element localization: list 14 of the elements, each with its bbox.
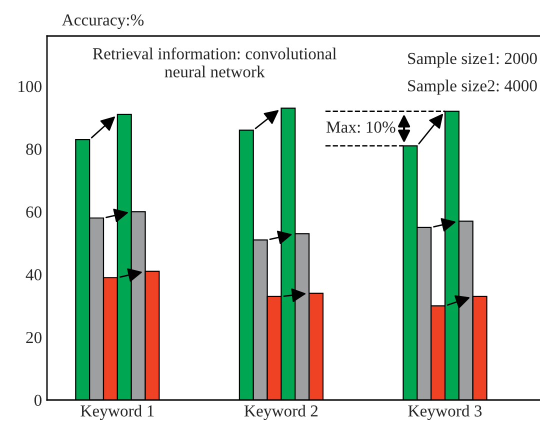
x-tick-label: Keyword 1 [80,404,154,420]
text: Retrieval information: convolutional neural network [92,47,336,78]
annotation: Sample size1: 2000 [408,52,537,68]
x-tick-label: Keyword 3 [408,404,482,420]
annotation: Sample size2: 4000 [408,80,537,95]
y-axis-title: Accuracy:% [62,14,144,29]
y-tick-label: 80 [26,144,42,155]
y-tick-label: 0 [34,394,42,406]
y-tick-label: 60 [26,206,42,218]
annotation: Max: 10% [326,121,396,133]
y-tick-label: 20 [26,332,42,344]
y-tick-label: 100 [18,80,42,92]
x-tick-label: Keyword 2 [244,404,318,420]
y-tick-label: 40 [26,269,42,280]
